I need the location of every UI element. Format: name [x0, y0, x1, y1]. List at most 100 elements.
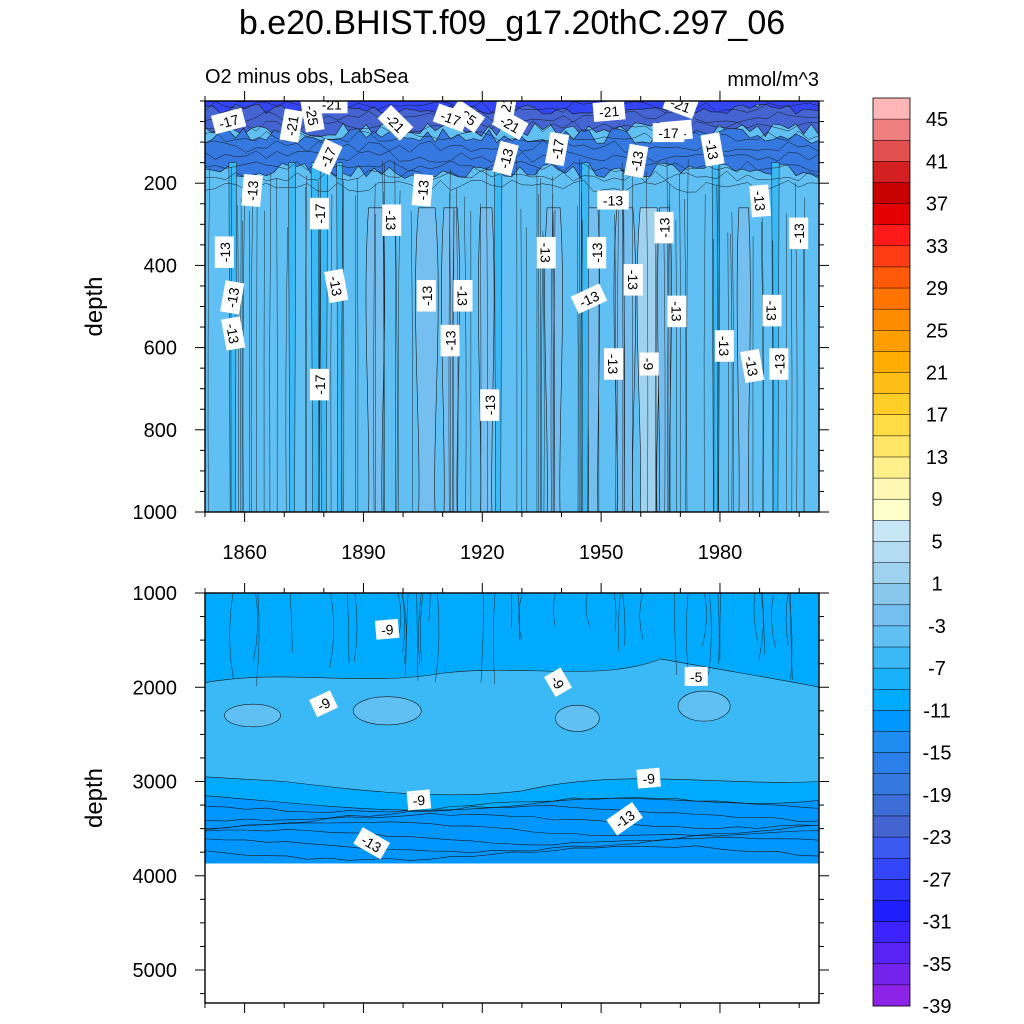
upper-contour-line	[237, 205, 239, 512]
upper-contour-line	[761, 217, 764, 512]
colorbar-swatch	[873, 330, 910, 352]
contour-label-text: -13	[577, 287, 602, 310]
colorbar-swatch	[873, 625, 910, 648]
colorbar-label: -19	[923, 785, 952, 807]
upper-contour-line	[256, 183, 258, 512]
colorbar-label: 37	[926, 194, 948, 216]
colorbar-swatch	[873, 731, 910, 754]
lower-contour-line	[762, 593, 765, 655]
contour-label-text: -13	[702, 138, 721, 161]
colorbar-swatch	[873, 203, 910, 226]
contour-label-box	[684, 666, 708, 686]
upper-contour-line	[541, 234, 544, 512]
contour-label: -13	[667, 295, 687, 328]
contour-label-box	[587, 236, 607, 269]
upper-contour-line	[525, 227, 528, 512]
contour-label: -13	[416, 280, 436, 312]
colorbar-label: -7	[928, 658, 946, 680]
colorbar-label: -23	[923, 827, 952, 849]
colorbar-swatch	[873, 604, 910, 627]
colorbar-swatch	[873, 773, 910, 796]
lower-contour-line	[205, 829, 819, 846]
colorbar-swatch	[873, 794, 910, 817]
y-tick-label: 1000	[133, 502, 178, 524]
colorbar-swatch	[873, 245, 910, 268]
y-tick-label: 2000	[133, 677, 178, 699]
upper-contour-line	[550, 194, 554, 512]
upper-streak	[657, 207, 672, 512]
contour-label: -13	[624, 143, 649, 179]
contour-label-text: -13	[771, 354, 787, 374]
contour-label-text: -9	[380, 621, 394, 638]
lower-contour-line	[205, 805, 819, 822]
contour-label: -13	[241, 174, 263, 208]
upper-contour-line	[622, 206, 625, 512]
colorbar-swatch	[873, 562, 910, 585]
contour-label-text: -13	[217, 242, 233, 262]
upper-contour-line	[373, 183, 376, 512]
contour-label-text: -13	[383, 210, 399, 230]
y-tick-label: 800	[144, 420, 177, 442]
upper-contour-line	[790, 234, 793, 512]
lower-contour-line	[702, 593, 707, 647]
upper-contour-line	[727, 232, 729, 512]
upper-contour-line	[341, 180, 344, 512]
lower-contour-line	[674, 593, 677, 676]
lower-contour-line	[253, 593, 258, 662]
contour-label: -13	[749, 184, 771, 218]
upper-streak	[544, 207, 563, 512]
y-tick-label: 5000	[133, 960, 178, 982]
contour-label-text: -13	[455, 286, 471, 306]
lower-contour-line	[428, 593, 431, 622]
upper-contour-line	[731, 212, 735, 512]
contour-label: -13	[324, 268, 349, 304]
contour-label-box	[377, 104, 414, 141]
contour-label-box	[480, 389, 500, 421]
lower-contour-line	[553, 593, 556, 627]
lower-contour-line	[205, 836, 819, 854]
colorbar-swatch	[873, 942, 910, 965]
contour-label-box	[636, 767, 661, 789]
upper-contour-line	[356, 178, 359, 512]
lower-contour-line	[347, 593, 350, 663]
x-tick-label: 1920	[460, 542, 505, 564]
upper-contour-line	[285, 226, 288, 512]
lower-contour-line	[771, 593, 776, 648]
upper-contour-line	[330, 194, 333, 512]
contour-label-text: -17	[217, 111, 241, 132]
contour-label: -9	[374, 618, 400, 640]
y-tick-label: 600	[144, 338, 177, 360]
upper-contour-line	[207, 168, 210, 512]
upper-contour-line	[305, 186, 307, 512]
contour-label-box	[353, 827, 391, 860]
contour-label-box	[769, 348, 789, 380]
contour-label: -13	[570, 283, 608, 314]
lower-contour-line	[639, 593, 644, 640]
contour-label: -13	[789, 217, 809, 250]
y-tick-label: 400	[144, 255, 177, 277]
contour-label: -13	[453, 280, 473, 312]
colorbar-swatch	[873, 689, 910, 711]
chart-title: b.e20.BHIST.f09_g17.20thC.297_06	[238, 4, 786, 42]
contour-label: -13	[411, 173, 434, 207]
upper-contour-line	[730, 233, 733, 512]
y-tick-label: 200	[144, 173, 177, 195]
colorbar-swatch	[873, 266, 910, 289]
contour-label-box	[654, 211, 674, 244]
contour-label-box	[570, 283, 608, 314]
contour-label-text: -13	[751, 190, 769, 212]
colorbar-label: 13	[926, 447, 948, 469]
colorbar-label: -27	[923, 869, 952, 891]
contour-label-box	[279, 108, 304, 143]
upper-contour-line	[580, 193, 582, 512]
colorbar-swatch	[873, 541, 910, 563]
contour-label: -9	[406, 789, 432, 811]
y-axis-label: depth	[81, 276, 108, 336]
upper-contour-line	[463, 196, 467, 512]
colorbar-swatch	[873, 815, 910, 838]
colorbar-swatch	[873, 858, 910, 880]
contour-label-text: -13	[496, 146, 517, 170]
contour-label-box	[241, 174, 263, 208]
lower-contour-line	[717, 593, 720, 664]
